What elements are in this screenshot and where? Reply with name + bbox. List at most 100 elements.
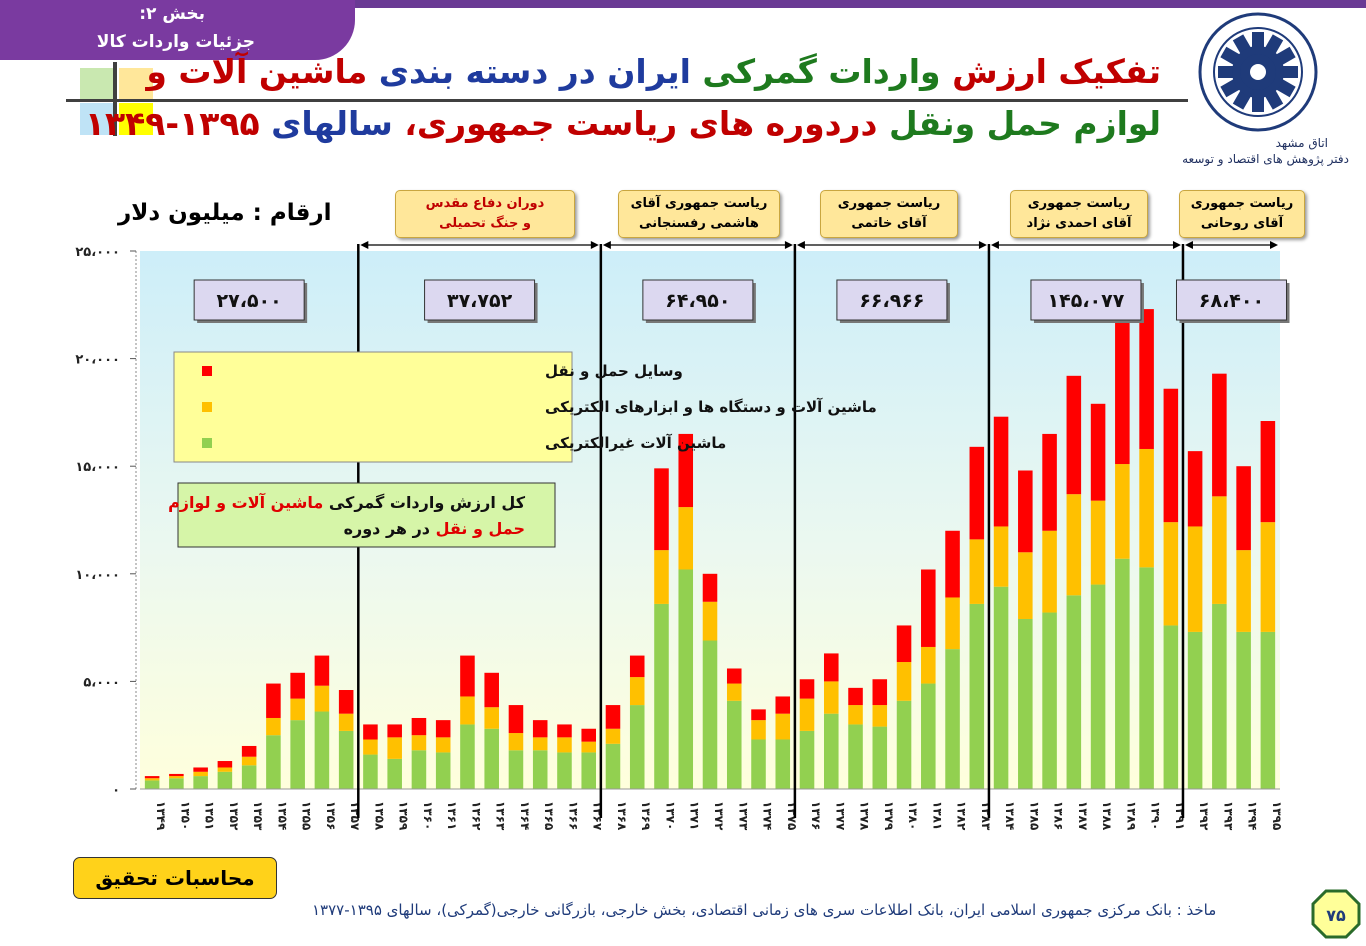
bar-segment bbox=[969, 539, 985, 604]
title-line2-part: سالهای bbox=[259, 104, 393, 143]
bar-segment bbox=[314, 655, 330, 686]
period-box-khatami: ریاست جمهوری آقای خاتمی bbox=[820, 190, 958, 238]
bar-segment bbox=[266, 717, 281, 736]
bar-segment bbox=[241, 765, 257, 789]
x-tick-label: ۱۳۶۳ bbox=[494, 801, 508, 831]
bar-segment bbox=[1018, 552, 1033, 619]
deco-square-yellow-light bbox=[119, 68, 153, 100]
bar-segment bbox=[1042, 433, 1057, 531]
x-tick-label: ۱۳۹۴ bbox=[1246, 801, 1260, 830]
bar-segment bbox=[872, 726, 888, 789]
bar-segment bbox=[654, 603, 669, 789]
chamber-logo bbox=[1198, 12, 1318, 132]
bar-segment bbox=[411, 735, 427, 751]
x-tick-label: ۱۳۹۲ bbox=[1197, 801, 1211, 831]
arrow-head-left bbox=[796, 241, 805, 249]
period-total-value: ۳۷،۷۵۲ bbox=[447, 290, 513, 312]
y-tick-label: ۱۰،۰۰۰ bbox=[75, 568, 120, 583]
research-calc-badge: محاسبات تحقیق bbox=[73, 857, 277, 899]
legend-label: وسایل حمل و نقل bbox=[545, 362, 683, 380]
bar-segment bbox=[532, 750, 548, 789]
x-tick-label: ۱۳۵۲ bbox=[227, 801, 241, 831]
x-tick-label: ۱۳۵۳ bbox=[251, 801, 265, 831]
bar-segment bbox=[193, 771, 208, 777]
bar-segment bbox=[169, 773, 184, 777]
x-tick-label: ۱۳۷۶ bbox=[809, 801, 823, 830]
bar-segment bbox=[435, 720, 451, 738]
x-tick-label: ۱۳۷۳ bbox=[736, 801, 750, 831]
bar-segment bbox=[799, 679, 815, 699]
x-tick-label: ۱۳۶۷ bbox=[591, 801, 605, 831]
bar-segment bbox=[460, 655, 475, 697]
x-tick-label: ۱۳۷۴ bbox=[761, 801, 775, 830]
period-line1: ریاست جمهوری bbox=[1027, 196, 1131, 211]
bar-segment bbox=[144, 776, 160, 779]
bar-segment bbox=[775, 696, 791, 714]
period-line1: دوران دفاع مقدس bbox=[425, 196, 545, 211]
bar-segment bbox=[144, 778, 160, 781]
x-tick-label: ۱۳۷۲ bbox=[712, 801, 726, 831]
source-note: ماخذ : بانک مرکزی جمهوری اسلامی ایران، ب… bbox=[312, 901, 1217, 919]
bar-segment bbox=[945, 597, 960, 650]
bar-segment bbox=[411, 750, 427, 789]
bar-segment bbox=[387, 758, 402, 789]
bar-segment bbox=[169, 778, 184, 789]
bar-segment bbox=[678, 569, 694, 789]
bar-segment bbox=[969, 603, 985, 789]
bar-segment bbox=[896, 625, 912, 663]
bar-segment bbox=[1090, 403, 1106, 501]
deco-square-yellow bbox=[119, 103, 153, 135]
bar-segment bbox=[557, 724, 572, 738]
x-tick-label: ۱۳۵۸ bbox=[372, 801, 386, 831]
bar-segment bbox=[1139, 448, 1154, 568]
x-tick-label: ۱۳۹۰ bbox=[1149, 801, 1163, 830]
period-total-value: ۶۴،۹۵۰ bbox=[665, 290, 730, 312]
bar-segment bbox=[799, 730, 815, 789]
x-tick-label: ۱۳۶۲ bbox=[469, 801, 483, 831]
bar-segment bbox=[702, 573, 718, 602]
bar-segment bbox=[241, 756, 257, 766]
legend-swatch bbox=[202, 402, 212, 412]
total-box-shadow bbox=[1033, 283, 1144, 323]
bar-segment bbox=[872, 705, 888, 727]
units-label: ارقام : میلیون دلار bbox=[118, 200, 332, 226]
period-box-ahmadinejad: ریاست جمهوری آقای احمدی نژاد bbox=[1010, 190, 1148, 238]
bar-segment bbox=[1066, 494, 1082, 596]
bar-segment bbox=[169, 776, 184, 779]
title-line1-part: تفکیک ارزش bbox=[940, 52, 1161, 91]
x-tick-label: ۱۳۵۴ bbox=[275, 801, 289, 830]
bar-segment bbox=[1187, 631, 1203, 789]
legend-swatch bbox=[202, 438, 212, 448]
period-total-box bbox=[1175, 279, 1287, 321]
period-line2: آقای خاتمی bbox=[851, 216, 927, 231]
bar-segment bbox=[144, 780, 160, 789]
total-box-shadow bbox=[839, 283, 950, 323]
bar-segment bbox=[1187, 526, 1203, 632]
x-tick-label: ۱۳۸۱ bbox=[930, 801, 944, 830]
period-line1: ریاست جمهوری آقای bbox=[630, 196, 768, 211]
bar-segment bbox=[484, 728, 499, 789]
bar-segment bbox=[1139, 309, 1154, 449]
page-number-badge: ۷۵ bbox=[1311, 889, 1361, 939]
bar-segment bbox=[266, 683, 281, 718]
bar-segment bbox=[581, 741, 596, 753]
bar-segment bbox=[921, 646, 936, 684]
deco-square-blue bbox=[80, 103, 114, 135]
arrow-head-left bbox=[360, 241, 369, 249]
bar-segment bbox=[1042, 530, 1057, 613]
x-tick-label: ۱۳۸۷ bbox=[1076, 801, 1090, 831]
bar-segment bbox=[605, 705, 621, 729]
bar-segment bbox=[508, 705, 524, 734]
bar-segment bbox=[460, 696, 475, 725]
bar-segment bbox=[654, 468, 669, 551]
bar-segment bbox=[848, 724, 863, 789]
x-tick-label: ۱۳۸۰ bbox=[906, 801, 920, 830]
bar-segment bbox=[629, 655, 645, 678]
bar-segment bbox=[338, 730, 354, 789]
period-line2: هاشمی رفسنجانی bbox=[639, 216, 759, 231]
totals-description-box bbox=[177, 482, 556, 548]
bar-segment bbox=[1163, 625, 1179, 789]
arrow-head-left bbox=[990, 241, 999, 249]
total-box-shadow bbox=[427, 283, 538, 323]
period-total-box bbox=[1030, 279, 1142, 321]
